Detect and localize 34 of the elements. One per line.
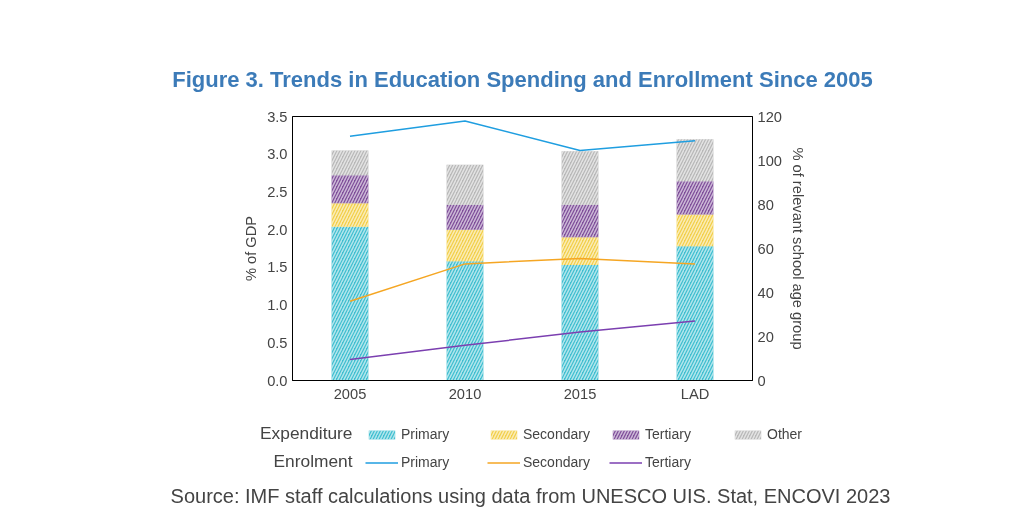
y2-tick-label: 100 [757, 152, 782, 169]
text: Enrolment [273, 450, 353, 471]
y2-tick-label: 0 [757, 372, 766, 389]
y2-tick-label: 80 [757, 196, 774, 213]
y-tick-label: 0.5 [267, 334, 288, 351]
line-series [349, 120, 696, 152]
y2-tick-label: 20 [757, 328, 774, 345]
chart-title: Figure 3. Trends in Education Spending and Enrollment Since 2005 [172, 66, 873, 92]
y-tick-label: 0.0 [267, 372, 288, 389]
source-note: Source: IMF staff calculations using data from UNESCO UIS. Stat, ENCOVI 2023 [170, 484, 891, 507]
text: Expenditure [260, 422, 353, 443]
x-tick-label: LAD [680, 385, 710, 402]
y-tick-label: 1.5 [267, 259, 288, 276]
x-tick-label: 2015 [563, 385, 597, 402]
legend-label: Tertiary [645, 454, 692, 470]
legend-label: Primary [401, 454, 451, 470]
legend-label: Secondary [523, 426, 591, 442]
y-tick-label: 2.5 [267, 183, 288, 200]
y-axis-title: % of GDP [243, 215, 260, 282]
y-tick-label: 3.5 [267, 108, 288, 125]
y-tick-label: 1.0 [267, 297, 288, 314]
y2-tick-label: 60 [757, 240, 774, 257]
legend-label: Other [767, 426, 803, 442]
x-tick-label: 2005 [333, 385, 367, 402]
legend-label: Primary [401, 426, 451, 442]
x-tick-label: 2010 [448, 385, 482, 402]
legend-label: Tertiary [645, 426, 692, 442]
legend-label: Secondary [523, 454, 591, 470]
line-series [349, 320, 696, 361]
y-tick-label: 2.0 [267, 221, 288, 238]
y-tick-label: 3.0 [267, 146, 288, 163]
y2-tick-label: 40 [757, 284, 774, 301]
y2-axis-title: % of relevant school age group [789, 147, 806, 350]
y2-tick-label: 120 [757, 108, 782, 125]
